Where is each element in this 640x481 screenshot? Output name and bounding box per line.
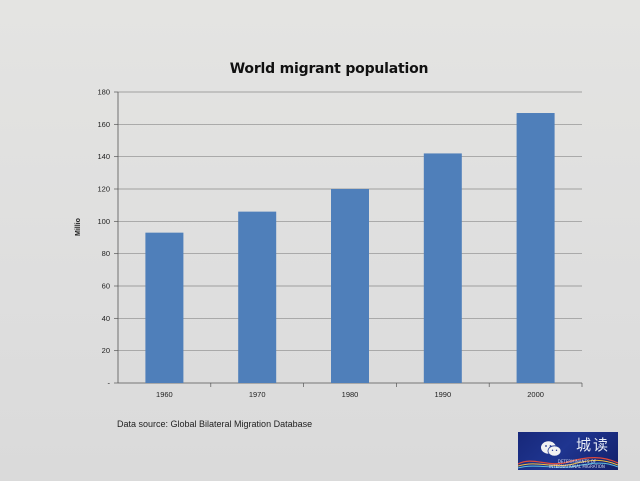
y-tick-label: 160 [97, 120, 110, 129]
logo-caption: DETERMINANTS OF INTERNATIONAL MIGRATION [549, 459, 605, 469]
bar-1980 [331, 189, 369, 383]
bar-2000 [516, 113, 555, 384]
y-tick-label: 120 [97, 185, 110, 194]
publisher-logo: 城读 DETERMINANTS OF INTERNATIONAL MIGRATI… [518, 432, 618, 470]
y-axis-label: Millio [75, 218, 82, 236]
logo-wave-graphic [518, 457, 618, 469]
bar-1960 [145, 232, 184, 383]
bar-1990 [423, 153, 462, 383]
chart-title: World migrant population [229, 61, 429, 77]
x-tick-label: 2000 [527, 390, 544, 399]
x-tick-label: 1990 [434, 390, 451, 399]
x-tick-label: 1970 [249, 390, 266, 399]
y-tick-label: 80 [102, 249, 110, 258]
source-note: Data source: Global Bilateral Migration … [117, 419, 313, 429]
y-tick-label: 100 [97, 217, 110, 226]
x-tick-label: 1960 [156, 390, 173, 399]
logo-brand-text: 城读 [576, 436, 611, 454]
y-tick-label: 20 [102, 346, 110, 355]
y-tick-label: 180 [97, 88, 110, 97]
x-tick-label: 1980 [342, 390, 359, 399]
y-tick-label: 40 [102, 314, 110, 323]
wechat-icon [541, 441, 562, 457]
y-tick-label: - [108, 379, 111, 388]
y-tick-label: 140 [97, 152, 110, 161]
y-tick-label: 60 [102, 282, 110, 291]
bar-1970 [238, 211, 277, 383]
